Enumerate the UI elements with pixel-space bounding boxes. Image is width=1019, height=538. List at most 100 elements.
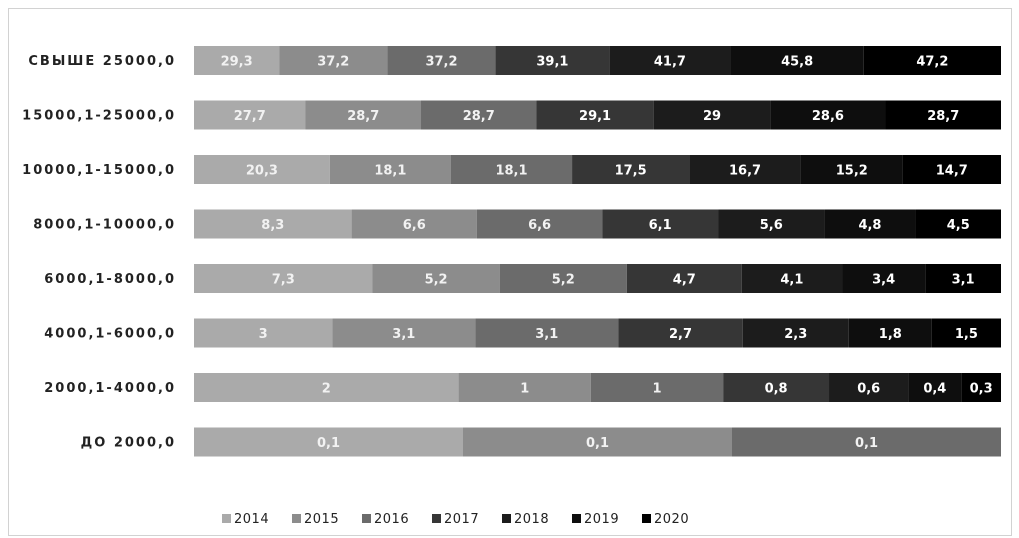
legend-swatch-2015 [292,514,301,523]
bar-segment-2017 [626,264,742,293]
data-label: 47,2 [916,55,948,70]
bar-segment-2015 [351,209,477,239]
data-label: 4,8 [858,218,881,233]
data-label: 1 [653,382,662,397]
legend-swatch-2014 [222,514,231,523]
bar-segment-2019 [842,264,926,293]
data-label: 5,2 [425,273,448,288]
bar-segment-2016 [475,318,619,348]
data-label: 4,5 [947,218,970,233]
bar-segment-2018 [829,373,909,402]
data-label: 7,3 [272,273,295,288]
legend-swatch-2020 [642,514,651,523]
bar-segment-2018 [653,100,771,130]
data-label: 2,3 [784,327,807,342]
bar-segment-2015 [332,318,476,348]
legend-swatch-2018 [502,514,511,523]
data-label: 0,4 [923,382,946,397]
data-label: 45,8 [781,55,813,70]
data-label: 2,7 [669,327,692,342]
bar-segment-2014 [194,373,459,402]
bar-segment-2014 [194,100,306,130]
bar-segment-2017 [536,100,654,130]
data-label: 0,1 [317,436,340,451]
bar-segment-2020 [925,264,1001,293]
bar-segment-2019 [908,373,962,402]
bar-segment-2017 [618,318,743,348]
legend: 2014 2015 2016 2017 2018 2019 2020 [222,512,689,527]
legend-label-2020: 2020 [654,512,689,527]
data-label: 16,7 [729,164,761,179]
bar-segment-2016 [476,209,603,239]
bar-segment-2014 [194,46,280,75]
bar-segment-2017 [495,46,610,75]
data-label: 1,8 [879,327,902,342]
bar-segment-2016 [499,264,627,293]
bar-segment-2014 [194,209,352,239]
bar-segment-2018 [718,209,825,239]
bar-segment-2020 [961,373,1001,402]
data-label: 0,3 [970,382,993,397]
bar-segment-2020 [885,100,1001,130]
data-label: 6,1 [649,218,672,233]
data-label: 5,2 [552,273,575,288]
category-label: 8000,1-10000,0 [33,218,176,233]
bar-segment-2020 [863,46,1001,75]
bar-segment-2015 [458,373,591,402]
legend-label-2018: 2018 [514,512,549,527]
data-label: 0,1 [586,436,609,451]
data-label: 28,7 [463,109,495,124]
bar-segment-2014 [194,155,330,184]
category-label: 15000,1-25000,0 [22,109,176,124]
data-label: 27,7 [234,109,266,124]
data-label: 3,1 [535,327,558,342]
data-label: 28,7 [347,109,379,124]
legend-label-2017: 2017 [444,512,479,527]
bar-segment-2019 [730,46,864,75]
data-label: 15,2 [836,164,868,179]
legend-swatch-2016 [362,514,371,523]
category-label: 10000,1-15000,0 [22,163,176,178]
data-labels: 29,3 37,2 37,2 39,1 41,7 45,8 47,2 27,7 28,7 28,7… [221,55,993,452]
bar-segment-2018 [609,46,731,75]
bar-segment-2016 [387,46,496,75]
data-label: 8,3 [261,218,284,233]
legend-swatch-2017 [432,514,441,523]
data-label: 6,6 [403,218,426,233]
bar-segment-2020 [931,318,1001,348]
data-label: 18,1 [495,164,527,179]
data-label: 39,1 [536,55,568,70]
bar-segment-2014 [194,318,333,348]
data-label: 2 [322,382,331,397]
data-label: 29,3 [221,55,253,70]
bar-segment-2015 [329,155,451,184]
data-label: 3,1 [952,273,975,288]
category-label: ДО 2000,0 [81,436,176,451]
legend-swatch-2019 [572,514,581,523]
bar-segment-2017 [602,209,719,239]
bar-segment-2018 [742,318,849,348]
bar-segment-2019 [824,209,916,239]
data-label: 28,6 [812,109,844,124]
bar-segment-2015 [372,264,500,293]
bar-segment-2019 [800,155,903,184]
bar-segment-2015 [305,100,422,130]
data-label: 29,1 [579,109,611,124]
bar-segment-2019 [848,318,932,348]
bar-segment-2016 [732,427,1001,457]
data-label: 0,1 [855,436,878,451]
data-label: 1,5 [955,327,978,342]
data-label: 3,4 [872,273,895,288]
data-label: 4,7 [673,273,696,288]
legend-label-2016: 2016 [374,512,409,527]
data-label: 28,7 [927,109,959,124]
data-label: 0,8 [765,382,788,397]
bar-segment-2018 [689,155,801,184]
bar-segment-2015 [279,46,388,75]
data-label: 41,7 [654,55,686,70]
category-label: СВЫШЕ 25000,0 [28,54,176,69]
data-label: 14,7 [936,164,968,179]
bar-segment-2016 [590,373,724,402]
data-label: 29 [703,109,721,124]
